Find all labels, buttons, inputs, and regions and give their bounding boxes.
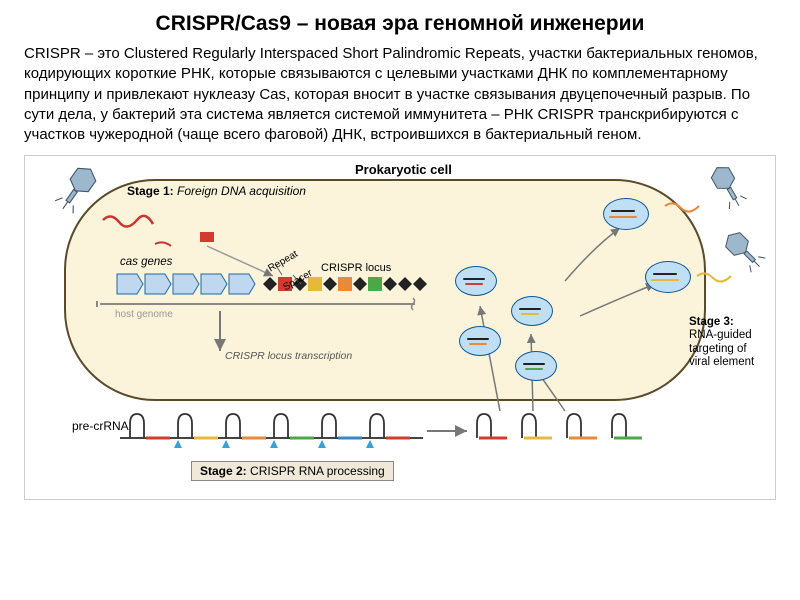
cas-genes-label: cas genes (120, 256, 172, 268)
cas-complex (455, 266, 497, 296)
stage3-label: Stage 3: RNA-guided targeting of viral e… (689, 316, 767, 369)
host-genome-label: host genome (115, 309, 173, 320)
cas-complex-targeting (645, 261, 691, 293)
cas-complex (515, 351, 557, 381)
stage1-label: Stage 1: Foreign DNA acquisition (127, 184, 306, 198)
crispr-locus-label: CRISPR locus (321, 262, 391, 274)
page-title: CRISPR/Cas9 – новая эра геномной инженер… (24, 12, 776, 36)
cas-complex-targeting (603, 198, 649, 230)
crispr-diagram: Prokaryotic cell Stage 1: Foreign DNA ac… (24, 155, 776, 500)
stage2-label: Stage 2: CRISPR RNA processing (191, 461, 394, 481)
diagram-svg (25, 156, 777, 501)
description-text: CRISPR – это Clustered Regularly Intersp… (24, 44, 776, 145)
transcription-label: CRISPR locus transcription (225, 350, 352, 362)
pre-crrna-label: pre-crRNA (72, 419, 129, 433)
cas-complex (459, 326, 501, 356)
cas-complex (511, 296, 553, 326)
